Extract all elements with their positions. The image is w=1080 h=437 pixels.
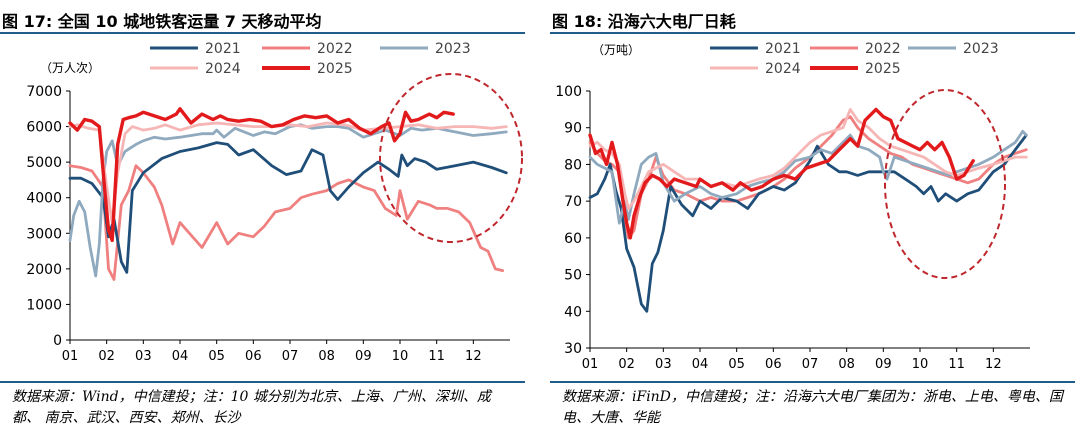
legend-label-2025: 2025 <box>865 61 901 77</box>
y-tick-label: 4000 <box>26 191 62 207</box>
highlight-ellipse <box>884 89 1006 279</box>
x-tick-label: 02 <box>98 349 115 364</box>
x-tick-label: 08 <box>318 349 335 364</box>
y-tick-label: 50 <box>564 268 582 284</box>
figure-17-title: 图 17: 全国 10 城地铁客运量 7 天移动平均 <box>2 12 322 31</box>
x-tick-label: 07 <box>282 349 299 364</box>
y-tick-label: 3000 <box>26 226 62 242</box>
figure-18-title: 图 18: 沿海六大电厂日耗 <box>552 12 736 31</box>
y-tick-label: 60 <box>564 231 582 247</box>
x-tick-label: 05 <box>728 357 745 372</box>
series-line-2023 <box>68 123 508 278</box>
y-tick-label: 70 <box>564 194 582 210</box>
y-tick-label: 0 <box>53 333 62 349</box>
highlight-ellipse <box>379 73 523 243</box>
x-tick-label: 02 <box>618 357 635 372</box>
legend-label-2022: 2022 <box>865 41 901 57</box>
y-tick-label: 2000 <box>26 262 62 278</box>
x-tick-label: 08 <box>838 357 855 372</box>
legend-label-2023: 2023 <box>963 41 999 57</box>
y-tick-label: 7000 <box>26 84 62 100</box>
series-line-2021 <box>68 141 508 274</box>
x-tick-label: 12 <box>985 357 1002 372</box>
series-line-2024 <box>588 108 1028 210</box>
legend-label-2023: 2023 <box>435 41 471 57</box>
x-tick-label: 03 <box>135 349 152 364</box>
x-tick-label: 05 <box>208 349 225 364</box>
y-tick-label: 80 <box>564 157 582 173</box>
source-rule <box>0 381 525 383</box>
x-tick-label: 10 <box>392 349 409 364</box>
x-tick-label: 09 <box>355 349 372 364</box>
x-tick-label: 01 <box>62 349 79 364</box>
x-tick-label: 12 <box>465 349 482 364</box>
x-tick-label: 11 <box>428 349 445 364</box>
series-line-2022 <box>68 164 505 281</box>
x-tick-label: 01 <box>582 357 599 372</box>
figure-18-source-note: 数据来源：iFinD，中信建投；注：沿海六大电厂集团为：浙电、上电、粤电、国电、… <box>562 389 1063 426</box>
figure-17-source-note: 数据来源：Wind，中信建投；注：10 城分别为北京、上海、广州、深圳、成都、 … <box>12 389 491 426</box>
y-tick-label: 5000 <box>26 155 62 171</box>
legend-label-2024: 2024 <box>765 61 801 77</box>
y-unit-label: （万人次） <box>40 61 100 75</box>
figure-17-panel: 图 17: 全国 10 城地铁客运量 7 天移动平均 （万人次） 0 1000 200… <box>0 0 530 437</box>
series-line-2025 <box>588 107 975 240</box>
y-tick-label: 30 <box>564 341 582 357</box>
x-tick-label: 07 <box>802 357 819 372</box>
x-tick-label: 09 <box>875 357 892 372</box>
legend-label-2021: 2021 <box>205 41 241 57</box>
x-tick-label: 06 <box>765 357 782 372</box>
y-tick-label: 100 <box>555 84 582 100</box>
series-line-2021 <box>588 133 1028 313</box>
y-tick-label: 1000 <box>26 297 62 313</box>
x-tick-label: 03 <box>655 357 672 372</box>
title-rule <box>0 32 525 34</box>
legend-label-2021: 2021 <box>765 41 801 57</box>
y-tick-label: 40 <box>564 304 582 320</box>
source-rule <box>550 381 1075 383</box>
y-tick-label: 6000 <box>26 120 62 136</box>
title-rule <box>550 32 1075 34</box>
x-tick-label: 04 <box>172 349 189 364</box>
figure-18-panel: 图 18: 沿海六大电厂日耗 （万吨） 30 40 50 60 70 80 90 100 01 02… <box>550 0 1080 437</box>
series-line-2025 <box>68 107 455 243</box>
figure-17-chart: （万人次） 0 1000 2000 3000 4000 5000 6000 7000 01 02 03… <box>26 41 523 364</box>
legend-label-2024: 2024 <box>205 61 241 77</box>
x-tick-label: 11 <box>948 357 965 372</box>
y-tick-label: 90 <box>564 121 582 137</box>
y-unit-label: （万吨） <box>592 43 640 57</box>
figure-18-chart: （万吨） 30 40 50 60 70 80 90 100 01 02 03 04 05 06 07 08 09 1… <box>555 41 1030 372</box>
x-tick-label: 04 <box>692 357 709 372</box>
legend-label-2022: 2022 <box>317 41 353 57</box>
x-tick-label: 10 <box>912 357 929 372</box>
legend-label-2025: 2025 <box>317 61 353 77</box>
x-tick-label: 06 <box>245 349 262 364</box>
